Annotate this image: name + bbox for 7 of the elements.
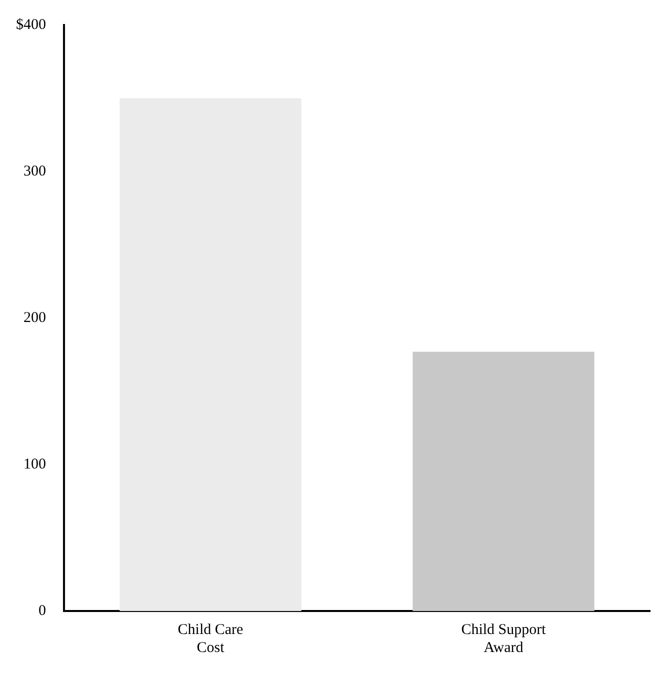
y-tick-label: 200 <box>24 310 46 326</box>
x-tick-label: Child Support Award <box>461 622 547 656</box>
x-tick-label: Child Care Cost <box>178 622 244 656</box>
y-tick-label: $400 <box>16 16 46 33</box>
y-tick-label: 0 <box>38 602 46 619</box>
y-tick-label: 100 <box>24 456 46 472</box>
y-tick-label: 300 <box>24 163 46 180</box>
